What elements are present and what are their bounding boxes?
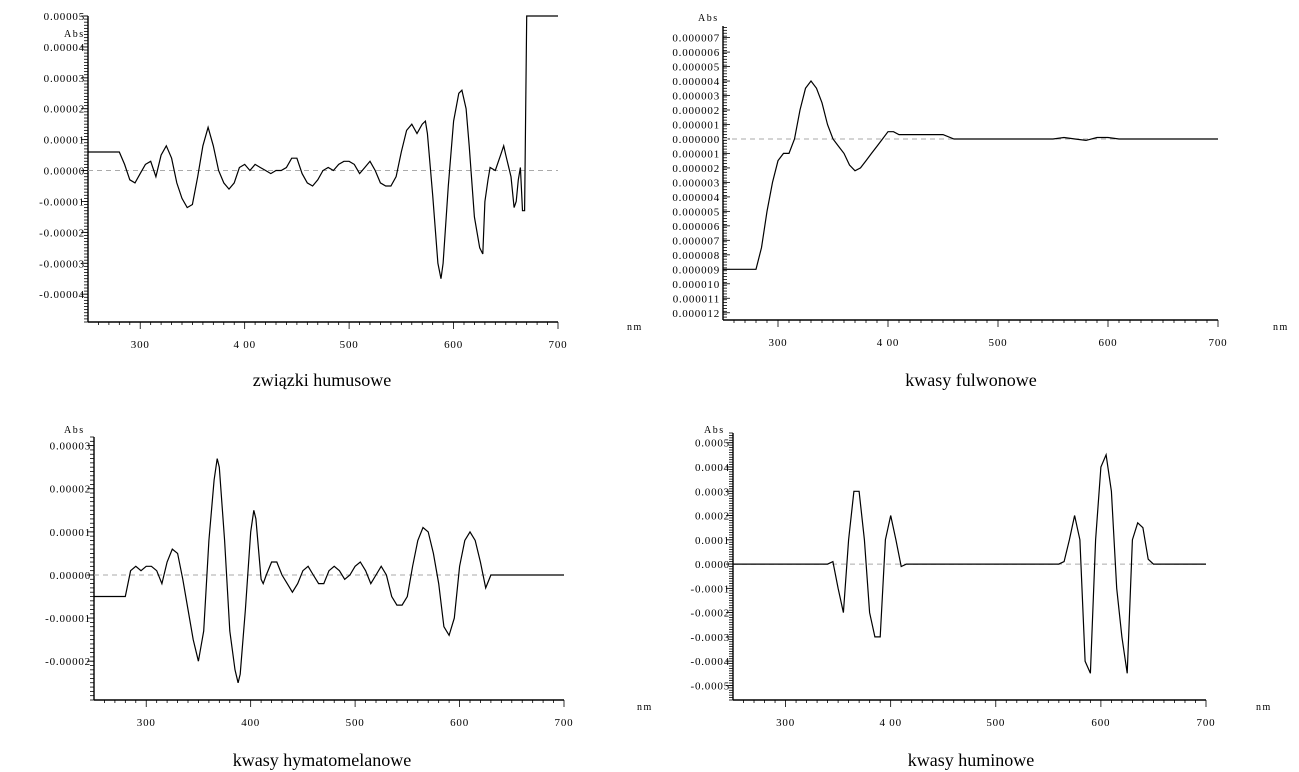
y-tick-label: -0.0001 (690, 583, 730, 595)
y-tick-label: -0.00002 (39, 227, 85, 239)
y-tick-label: -0.0004 (690, 656, 730, 668)
x-axis-title-left: nm (637, 702, 653, 713)
x-tick-label: 4 00 (877, 337, 899, 349)
y-tick-label: 0.00004 (44, 42, 85, 54)
chart-caption: kwasy hymatomelanowe (233, 750, 411, 770)
y-tick-label: 0.0005 (695, 438, 730, 450)
y-tick-label: -0.0003 (690, 632, 730, 644)
y-tick-label: -0.0002 (690, 608, 730, 620)
y-tick-label: 0.000007 (672, 33, 720, 45)
x-tick-label: 600 (450, 717, 469, 729)
y-tick-label: 0.000009 (672, 264, 720, 276)
x-tick-label: 500 (986, 717, 1005, 729)
x-tick-label: 500 (989, 337, 1008, 349)
y-tick-label: 0.000008 (672, 250, 720, 262)
y-tick-label: 0.0001 (695, 535, 730, 547)
chart-caption: kwasy fulwonowe (905, 370, 1036, 390)
y-tick-label: 0.00002 (44, 104, 85, 116)
x-tick-label: 600 (1091, 717, 1110, 729)
y-tick-label: 0.00003 (44, 73, 85, 85)
spectrum-line (88, 15, 558, 279)
y-tick-label: 0.000001 (672, 148, 720, 160)
chart-kwasy-huminowe: 0.0005 0.0004 0.0003 0.0002 0.0001 0.0000 -0.0… (637, 425, 1272, 770)
x-tick-label: 600 (1099, 337, 1118, 349)
x-axis-title-left: nm (627, 322, 643, 333)
y-tick-label: 0.00000 (50, 570, 91, 582)
y-tick-label: 0.000005 (672, 206, 720, 218)
y-tick-label: 0.000004 (672, 76, 720, 88)
y-tick-label: 0.0004 (695, 462, 730, 474)
y-tick-label: 0.000006 (672, 47, 720, 59)
y-tick-label: 0.00000 (44, 166, 85, 178)
y-tick-label: 0.000002 (672, 105, 720, 117)
x-tick-label: 500 (340, 339, 359, 351)
y-tick-label: 0.0000 (695, 559, 730, 571)
x-tick-label: 700 (1197, 717, 1216, 729)
y-tick-label: -0.00001 (39, 196, 85, 208)
y-tick-label: 0.000003 (672, 177, 720, 189)
y-axis-title: Abs (64, 29, 85, 40)
y-tick-label: 0.000007 (672, 235, 720, 247)
y-tick-label: 0.000011 (673, 293, 720, 305)
spectrum-line (94, 458, 564, 683)
chart-caption: związki humusowe (253, 370, 391, 390)
y-tick-label: 0.000010 (672, 279, 720, 291)
y-tick-label: 0.000000 (672, 134, 720, 146)
y-tick-label: 0.000004 (672, 192, 720, 204)
x-axis-title: nm (1273, 322, 1289, 333)
x-tick-label: 4 00 (879, 717, 901, 729)
y-tick-label: 0.000001 (672, 119, 720, 131)
y-tick-label: 0.000006 (672, 221, 720, 233)
y-tick-label: 0.0003 (695, 486, 730, 498)
spectrum-line (733, 452, 1206, 674)
y-tick-label: 0.000012 (672, 308, 720, 320)
y-tick-label: 0.00001 (50, 527, 91, 539)
chart-zwiazki-humusowe: 0.00005 0.00004 0.00003 0.00002 0.00001 0.000… (39, 11, 568, 390)
y-axis-title: Abs (698, 13, 719, 24)
x-tick-label: 300 (769, 337, 788, 349)
y-tick-label: -0.00001 (45, 613, 91, 625)
y-tick-label: 0.00002 (50, 484, 91, 496)
y-tick-label: 0.000002 (672, 163, 720, 175)
y-tick-label: -0.0005 (690, 680, 730, 692)
y-tick-label: 0.00003 (50, 441, 91, 453)
x-tick-label: 300 (776, 717, 795, 729)
x-tick-label: 600 (444, 339, 463, 351)
chart-caption: kwasy huminowe (908, 750, 1034, 770)
chart-kwasy-hymatomelanowe: 0.00003 0.00002 0.00001 0.00000 -0.00001 -0.0… (45, 425, 574, 770)
x-tick-label: 300 (131, 339, 150, 351)
y-axis-title: Abs (704, 425, 725, 436)
x-tick-label: 700 (549, 339, 568, 351)
x-tick-label: 700 (555, 717, 574, 729)
x-tick-label: 700 (1209, 337, 1228, 349)
y-tick-label: 0.0002 (695, 511, 730, 523)
x-axis-title: nm (1256, 702, 1272, 713)
y-tick-label: 0.000005 (672, 62, 720, 74)
spectrum-line (723, 80, 1218, 270)
y-tick-label: 0.00005 (44, 11, 85, 23)
x-tick-label: 300 (137, 717, 156, 729)
x-tick-label: 500 (346, 717, 365, 729)
y-tick-label: -0.00002 (45, 656, 91, 668)
y-axis-title: Abs (64, 425, 85, 436)
y-tick-label: -0.00003 (39, 258, 85, 270)
x-tick-label: 400 (241, 717, 260, 729)
y-tick-label: -0.00004 (39, 289, 85, 301)
y-tick-label: 0.00001 (44, 135, 85, 147)
x-tick-label: 4 00 (233, 339, 255, 351)
y-tick-label: 0.000003 (672, 91, 720, 103)
chart-kwasy-fulwonowe: 0.000007 0.000006 0.000005 0.000004 0.000003… (627, 13, 1289, 390)
